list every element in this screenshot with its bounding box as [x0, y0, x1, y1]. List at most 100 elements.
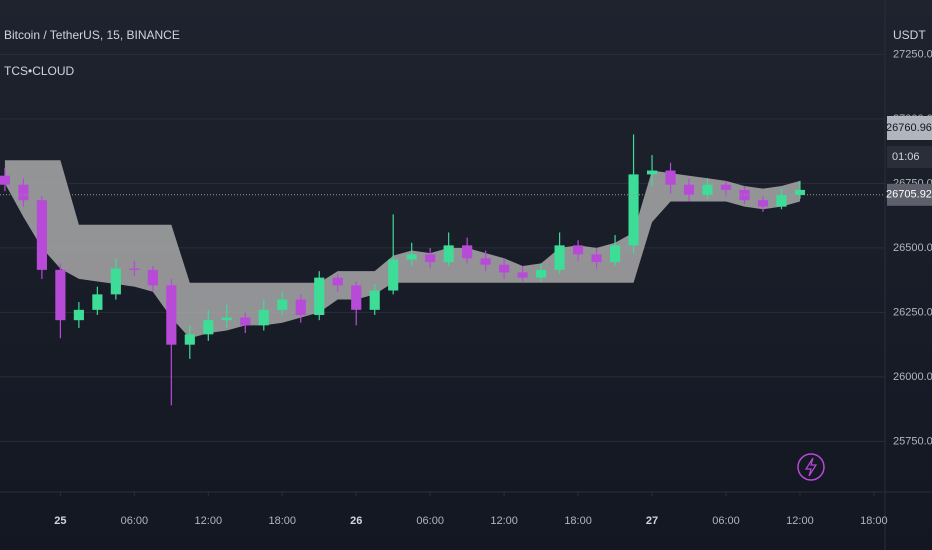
candle-body	[110, 268, 121, 295]
candle	[517, 265, 528, 282]
last-price-box	[887, 183, 932, 206]
candle-body	[369, 290, 380, 310]
price-label-box	[887, 116, 932, 140]
candle-body	[388, 259, 399, 291]
currency: USDT	[893, 28, 926, 42]
candle	[73, 302, 84, 328]
candle	[425, 247, 436, 269]
candle	[683, 178, 695, 202]
candle	[720, 180, 732, 197]
candle-body	[203, 320, 214, 335]
candle	[480, 250, 491, 272]
chart-title: Bitcoin / TetherUS, 15, BINANCE	[4, 28, 180, 42]
candle	[702, 178, 713, 199]
candle-body	[609, 245, 621, 263]
x-tick-label: 12:00	[490, 515, 518, 527]
icon-circle	[797, 453, 825, 481]
candle-body	[757, 200, 769, 207]
candle	[277, 291, 288, 316]
x-tick-label: 06:00	[712, 515, 740, 527]
lightning-icon	[797, 453, 825, 481]
candle-body	[499, 264, 510, 273]
candle	[609, 235, 621, 266]
candle-body	[147, 269, 158, 286]
y-tick-label: 25750.00	[893, 435, 932, 447]
last-price-label: 26705.92	[886, 189, 932, 201]
cloud	[4, 160, 800, 339]
candle-body	[73, 309, 84, 321]
candle	[258, 299, 269, 331]
candle	[406, 242, 417, 266]
candle-body	[646, 170, 658, 175]
candle-body	[55, 269, 66, 321]
x-tick-label: 12:00	[786, 515, 814, 527]
y-tick-label: 26000.00	[893, 371, 932, 383]
y-tick-label: 26250.00	[893, 306, 932, 318]
countdown: 01:06	[892, 151, 920, 163]
candle-body	[517, 272, 528, 278]
axes: 25750.0026000.0026250.0026500.0026750.00…	[54, 48, 932, 527]
price-label: 26760.96	[886, 122, 932, 134]
candle	[332, 273, 343, 292]
candle	[55, 263, 66, 339]
x-tick-label: 18:00	[564, 515, 592, 527]
candle-body	[129, 268, 140, 270]
candle	[628, 134, 639, 254]
indicator-name: TCS•CLOUD	[4, 64, 75, 78]
candle-body	[406, 254, 417, 260]
countdown-box	[887, 146, 932, 168]
candle	[776, 188, 787, 210]
x-tick-label: 26	[350, 515, 362, 527]
candle	[129, 260, 140, 277]
candle-body	[277, 299, 288, 310]
candle	[499, 258, 510, 279]
candle-body	[628, 174, 639, 246]
candle	[794, 180, 806, 199]
candle-body	[314, 277, 325, 316]
candle	[388, 214, 399, 295]
candle	[203, 309, 214, 341]
candle	[591, 247, 602, 269]
candle	[573, 240, 584, 261]
candle	[184, 325, 195, 359]
candle	[110, 258, 121, 300]
candle	[36, 196, 47, 279]
candle-body	[351, 285, 362, 310]
y-tick-label: 27250.00	[893, 48, 932, 60]
candle	[18, 178, 29, 207]
candle	[369, 284, 380, 316]
candle	[92, 286, 103, 316]
candle-body	[462, 245, 473, 259]
candle-body	[425, 254, 436, 263]
candle-body	[443, 245, 454, 263]
candle-body	[683, 184, 695, 196]
x-tick-label: 12:00	[195, 515, 223, 527]
candle	[240, 312, 251, 334]
candle	[166, 278, 177, 406]
x-tick-label: 18:00	[268, 515, 296, 527]
candle-body	[18, 184, 29, 201]
candle-body	[480, 258, 491, 265]
candle-body	[776, 195, 787, 207]
plot-area	[0, 134, 885, 406]
candle-body	[184, 334, 195, 345]
candle-body	[36, 200, 47, 270]
candle-body	[258, 309, 269, 326]
candle	[314, 271, 325, 321]
candle	[462, 237, 473, 264]
candle	[221, 304, 232, 328]
candle-body	[332, 277, 343, 286]
candle-body	[92, 294, 103, 310]
candle-body	[0, 175, 11, 185]
candle	[443, 232, 454, 266]
candle-body	[554, 245, 565, 270]
candle-body	[665, 170, 676, 185]
candle-body	[720, 184, 732, 190]
candle	[665, 162, 676, 194]
candle-body	[166, 285, 177, 345]
x-tick-label: 27	[646, 515, 658, 527]
candle	[0, 167, 11, 192]
candle-body	[240, 317, 251, 326]
candle-body	[591, 254, 602, 263]
